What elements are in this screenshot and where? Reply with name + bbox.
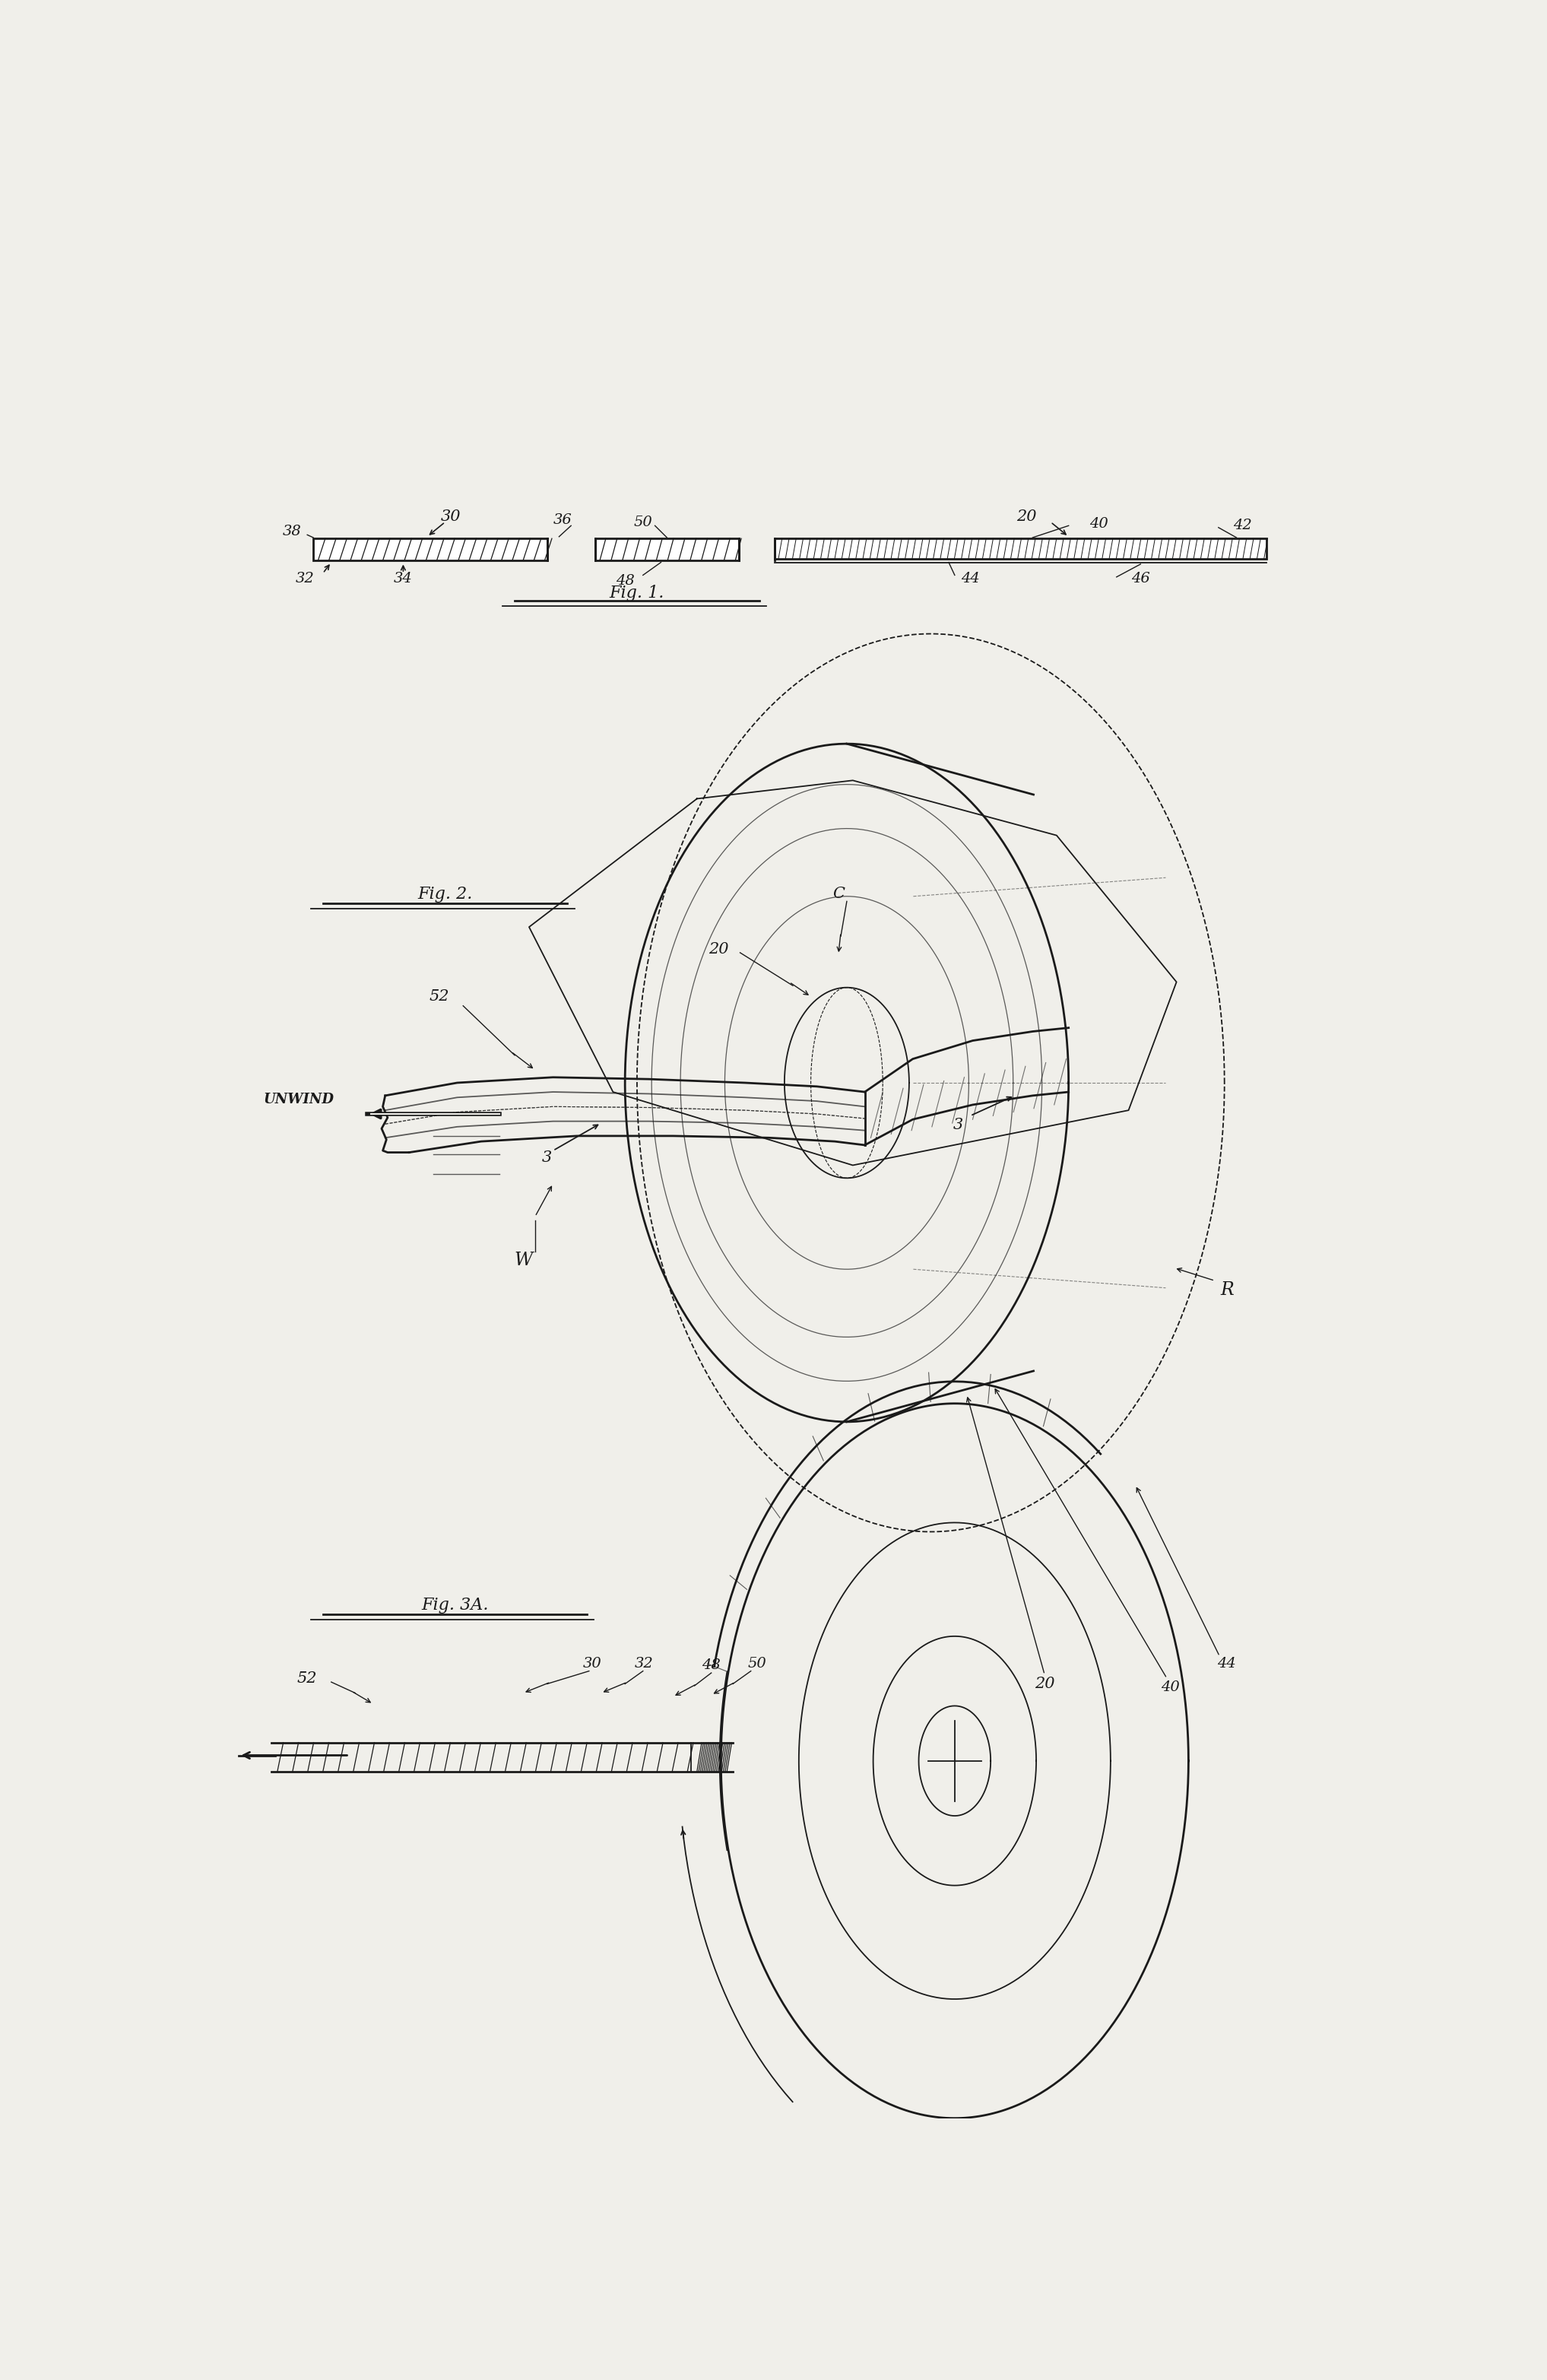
Text: 32: 32 xyxy=(295,571,314,585)
Bar xyxy=(596,538,739,559)
Text: 48: 48 xyxy=(616,574,634,588)
Text: 52: 52 xyxy=(297,1671,317,1685)
Text: 30: 30 xyxy=(441,509,461,524)
Text: 20: 20 xyxy=(709,942,729,957)
Text: 42: 42 xyxy=(1233,519,1252,533)
Bar xyxy=(775,538,1267,559)
Text: UNWIND: UNWIND xyxy=(263,1092,334,1107)
Text: Fig. 2.: Fig. 2. xyxy=(418,885,473,902)
Text: 46: 46 xyxy=(1131,571,1149,585)
Text: 20: 20 xyxy=(1035,1676,1055,1692)
Text: 3: 3 xyxy=(541,1150,552,1166)
Bar xyxy=(314,538,548,559)
Text: 32: 32 xyxy=(634,1656,653,1671)
Text: 38: 38 xyxy=(282,524,302,538)
Text: Fig. 1.: Fig. 1. xyxy=(610,585,665,602)
Text: 3: 3 xyxy=(953,1119,964,1133)
Text: Fig. 3A.: Fig. 3A. xyxy=(421,1597,489,1614)
Text: 52: 52 xyxy=(429,990,449,1004)
Text: R: R xyxy=(1221,1280,1233,1299)
Text: C: C xyxy=(832,888,845,902)
Text: 50: 50 xyxy=(634,514,653,528)
Text: W: W xyxy=(514,1252,532,1269)
Text: 44: 44 xyxy=(961,571,979,585)
Text: 30: 30 xyxy=(583,1656,602,1671)
Text: 36: 36 xyxy=(554,514,572,526)
Text: 44: 44 xyxy=(1217,1656,1236,1671)
Text: 34: 34 xyxy=(394,571,413,585)
Text: 20: 20 xyxy=(1016,509,1036,524)
Text: 40: 40 xyxy=(1089,516,1108,531)
Text: 48: 48 xyxy=(702,1659,721,1673)
Text: 40: 40 xyxy=(1162,1680,1180,1695)
Text: 50: 50 xyxy=(747,1656,766,1671)
